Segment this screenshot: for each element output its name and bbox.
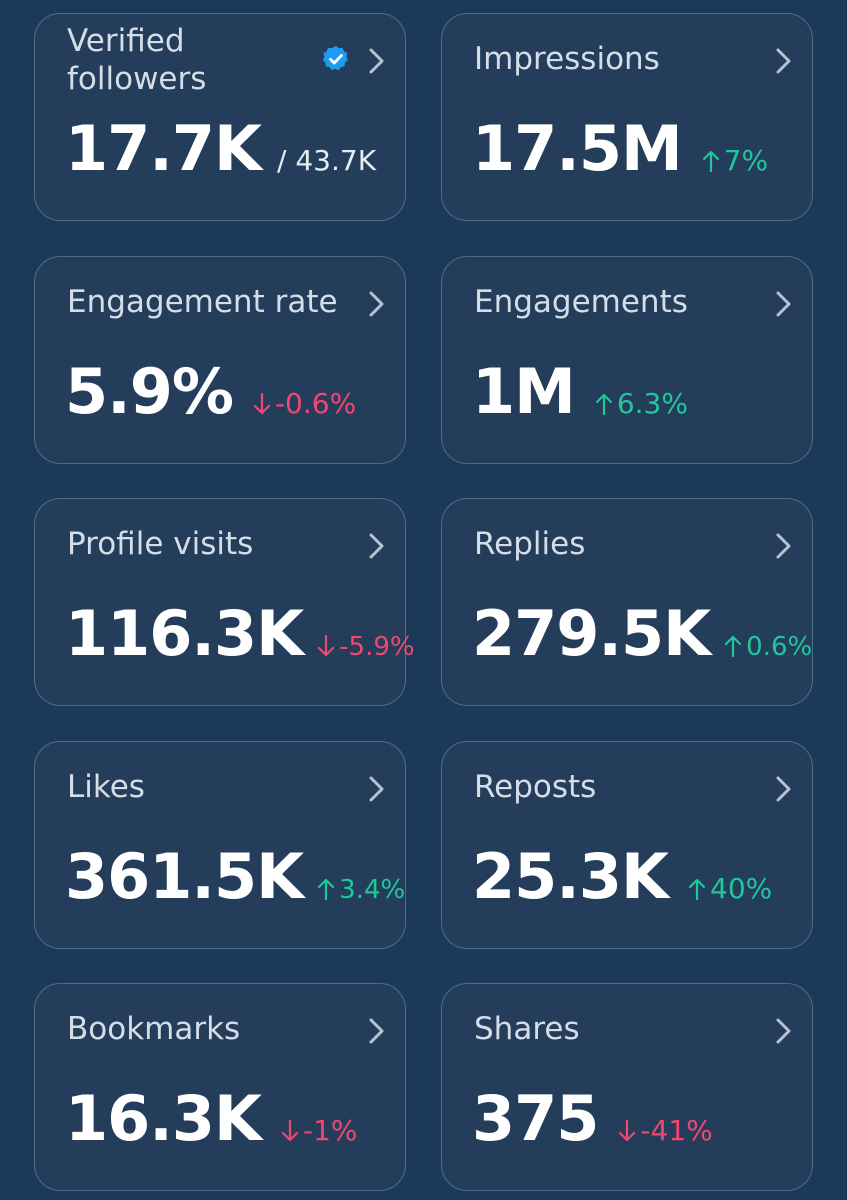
chevron-right-icon bbox=[776, 48, 791, 74]
metric-value: 25.3K bbox=[472, 840, 669, 913]
metric-delta: -0.6% bbox=[253, 387, 356, 420]
metric-delta-value: -41% bbox=[640, 1114, 713, 1147]
metric-value-line: 17.5M 7% bbox=[472, 114, 768, 184]
metric-value: 279.5K bbox=[472, 597, 711, 670]
card-engagements[interactable]: Engagements 1M 6.3% bbox=[441, 256, 813, 464]
arrow-down-icon bbox=[619, 1119, 636, 1142]
arrow-down-icon bbox=[318, 634, 335, 657]
metric-value-line: 1M 6.3% bbox=[472, 357, 688, 427]
metric-delta-value: 3.4% bbox=[339, 875, 406, 905]
metric-delta-value: -1% bbox=[303, 1114, 358, 1147]
metric-value-line: 25.3K 40% bbox=[472, 842, 772, 912]
arrow-up-icon bbox=[595, 393, 612, 416]
metric-value-line: 16.3K -1% bbox=[65, 1084, 358, 1154]
card-title: Engagement rate bbox=[67, 284, 338, 320]
card-title: Shares bbox=[474, 1011, 580, 1047]
arrow-up-icon bbox=[688, 878, 706, 901]
chevron-right-icon bbox=[369, 776, 384, 802]
metric-delta-value: -5.9% bbox=[339, 632, 415, 662]
metric-total: / 43.7K bbox=[277, 144, 377, 177]
metric-value-line: 375 -41% bbox=[472, 1084, 713, 1154]
metric-value-line: 5.9% -0.6% bbox=[65, 357, 356, 427]
metric-delta-value: -0.6% bbox=[274, 387, 357, 420]
metric-value: 375 bbox=[472, 1082, 599, 1155]
card-profile-visits[interactable]: Profile visits 116.3K -5.9% bbox=[34, 498, 415, 706]
metric-value: 1M bbox=[472, 355, 576, 428]
chevron-right-icon bbox=[369, 533, 384, 559]
metric-delta-value: 6.3% bbox=[616, 387, 688, 420]
metric-value: 17.5M bbox=[472, 112, 683, 185]
chevron-right-icon bbox=[776, 776, 791, 802]
metric-delta: 40% bbox=[688, 872, 772, 905]
metric-value: 16.3K bbox=[65, 1082, 262, 1155]
card-likes[interactable]: Likes 361.5K 3.4% bbox=[34, 741, 406, 949]
card-impressions[interactable]: Impressions 17.5M 7% bbox=[441, 13, 813, 221]
chevron-right-icon bbox=[369, 1018, 384, 1044]
card-bookmarks[interactable]: Bookmarks 16.3K -1% bbox=[34, 983, 406, 1191]
arrow-down-icon bbox=[281, 1119, 299, 1142]
arrow-up-icon bbox=[318, 878, 335, 901]
metric-value-line: 279.5K 0.6% bbox=[472, 599, 812, 669]
metric-delta-value: 0.6% bbox=[746, 632, 813, 662]
chevron-right-icon bbox=[369, 48, 384, 74]
chevron-right-icon bbox=[776, 1018, 791, 1044]
card-verified-followers[interactable]: Verified followers 17.7K / 43.7K bbox=[34, 13, 406, 221]
metric-value-line: 17.7K / 43.7K bbox=[65, 114, 376, 184]
metric-delta: -5.9% bbox=[317, 631, 415, 662]
verified-badge-icon bbox=[322, 45, 348, 71]
metric-delta-value: 7% bbox=[723, 144, 769, 177]
metric-value: 361.5K bbox=[65, 840, 304, 913]
chevron-right-icon bbox=[369, 291, 384, 317]
card-reposts[interactable]: Reposts 25.3K 40% bbox=[441, 741, 813, 949]
metric-delta: -1% bbox=[281, 1114, 358, 1147]
chevron-right-icon bbox=[776, 291, 791, 317]
card-title: Likes bbox=[67, 769, 145, 805]
metric-value: 116.3K bbox=[65, 597, 304, 670]
metric-delta: 6.3% bbox=[595, 387, 688, 420]
card-engagement-rate[interactable]: Engagement rate 5.9% -0.6% bbox=[34, 256, 406, 464]
metric-value-line: 361.5K 3.4% bbox=[65, 842, 405, 912]
card-replies[interactable]: Replies 279.5K 0.6% bbox=[441, 498, 813, 706]
metric-delta: -41% bbox=[618, 1114, 713, 1147]
metric-value-line: 116.3K -5.9% bbox=[65, 599, 415, 669]
arrow-up-icon bbox=[725, 635, 742, 658]
arrow-up-icon bbox=[702, 150, 719, 173]
metric-delta: 0.6% bbox=[724, 631, 812, 662]
card-title: Replies bbox=[474, 526, 586, 562]
metric-value: 17.7K bbox=[65, 112, 262, 185]
arrow-down-icon bbox=[253, 392, 271, 415]
metric-delta: 7% bbox=[702, 144, 768, 177]
card-title: Engagements bbox=[474, 284, 688, 320]
metric-value: 5.9% bbox=[65, 355, 234, 428]
chevron-right-icon bbox=[776, 533, 791, 559]
card-title: Impressions bbox=[474, 41, 660, 77]
metric-delta: 3.4% bbox=[317, 874, 405, 905]
card-shares[interactable]: Shares 375 -41% bbox=[441, 983, 813, 1191]
card-title: Profile visits bbox=[67, 526, 254, 562]
metric-delta-value: 40% bbox=[710, 872, 773, 905]
card-title: Reposts bbox=[474, 769, 597, 805]
card-title: Verified followers bbox=[67, 23, 207, 97]
card-title: Bookmarks bbox=[67, 1011, 241, 1047]
